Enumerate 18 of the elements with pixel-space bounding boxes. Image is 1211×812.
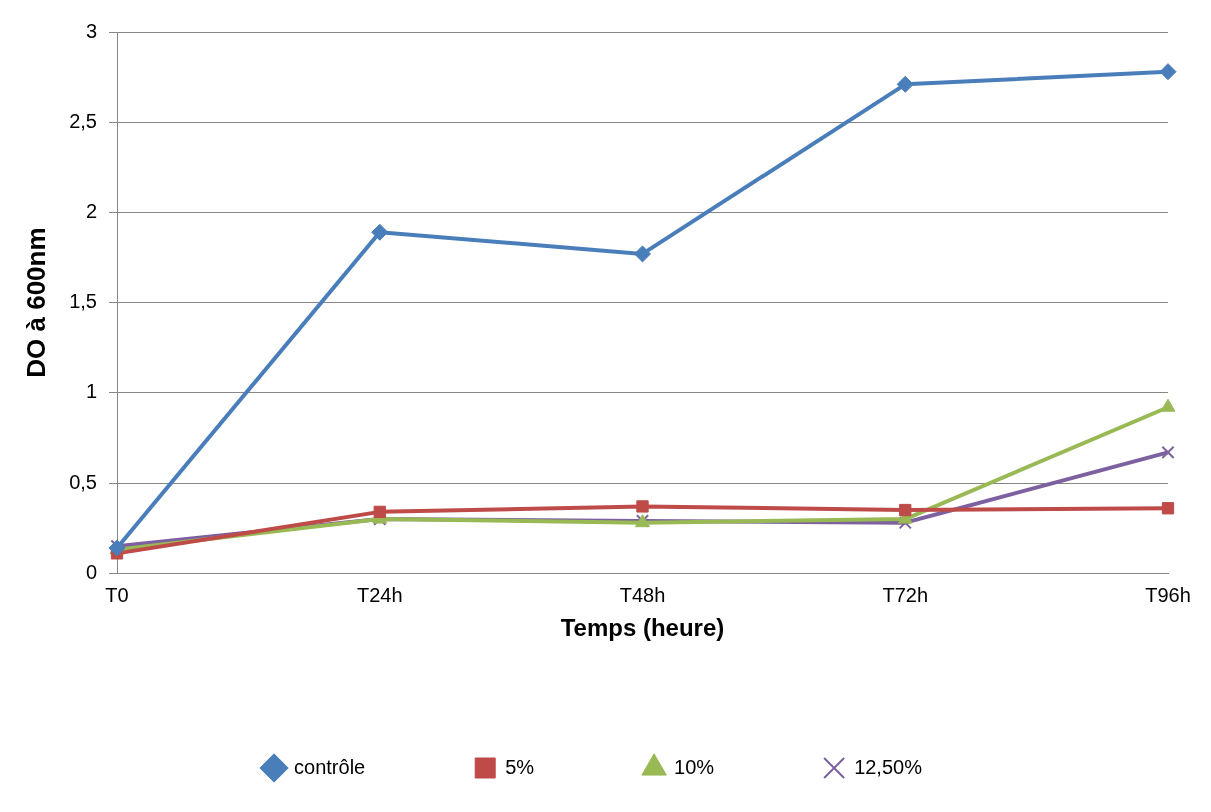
y-tick-label: 1 — [85, 380, 97, 403]
legend-label: 12,50% — [854, 755, 923, 778]
x-tick-label: T72h — [882, 583, 929, 606]
y-tick-label: 2,5 — [69, 109, 97, 132]
x-tick-label: T0 — [105, 583, 129, 606]
y-tick-label: 0,5 — [69, 470, 97, 493]
y-tick-label: 1,5 — [69, 290, 97, 313]
y-tick-label: 2 — [85, 199, 97, 222]
legend-label: 10% — [674, 755, 715, 778]
y-tick-label: 0 — [85, 560, 97, 583]
legend-label: 5% — [505, 755, 535, 778]
legend-label: contrôle — [294, 755, 366, 778]
x-tick-label: T96h — [1145, 583, 1191, 606]
x-tick-label: T24h — [356, 583, 403, 606]
x-axis-title: Temps (heure) — [560, 614, 725, 642]
y-tick-label: 3 — [85, 19, 97, 42]
x-tick-label: T48h — [619, 583, 666, 606]
y-axis-title: DO à 600nm — [20, 227, 51, 378]
